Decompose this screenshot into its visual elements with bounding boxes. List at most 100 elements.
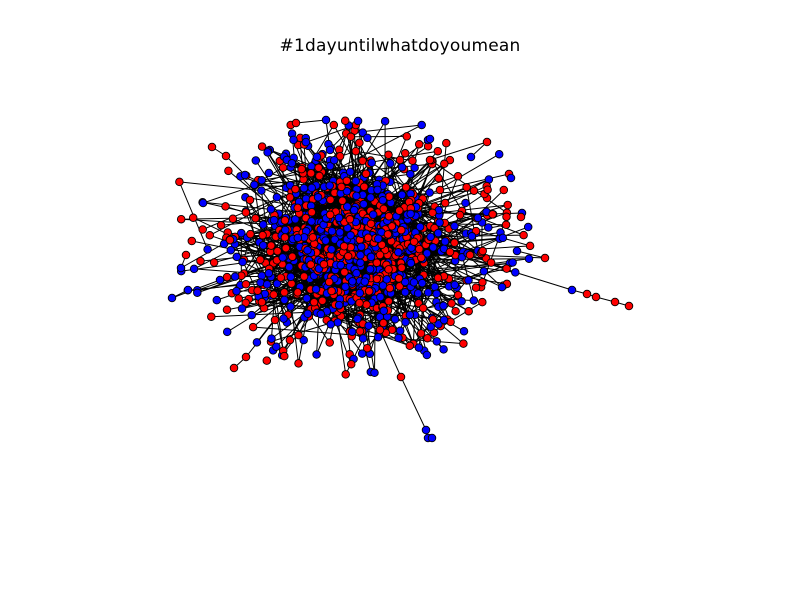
blue-node — [257, 186, 266, 195]
blue-node — [307, 183, 316, 193]
blue-node — [327, 245, 336, 254]
blue-node — [312, 350, 321, 359]
red-node — [181, 250, 191, 260]
blue-node — [269, 215, 279, 225]
red-node — [372, 258, 382, 267]
blue-node — [222, 327, 232, 337]
red-node — [372, 274, 382, 284]
blue-node — [238, 257, 247, 267]
blue-node — [289, 135, 298, 145]
blue-node — [434, 319, 443, 329]
blue-node — [272, 342, 281, 351]
blue-node — [379, 306, 389, 316]
blue-node — [321, 236, 330, 245]
red-node — [459, 339, 468, 348]
blue-node — [311, 284, 321, 294]
blue-node — [329, 155, 339, 165]
blue-node — [457, 297, 466, 306]
blue-node — [262, 280, 272, 289]
red-node — [207, 142, 217, 152]
blue-node — [258, 220, 268, 229]
blue-node — [183, 285, 193, 295]
blue-node — [167, 293, 177, 303]
red-node — [346, 132, 356, 142]
blue-node — [351, 176, 360, 186]
red-node — [343, 252, 353, 261]
node-layer — [167, 115, 634, 443]
blue-node — [349, 205, 359, 215]
red-node — [385, 283, 395, 293]
blue-node — [343, 202, 352, 211]
red-node — [416, 329, 426, 338]
blue-node — [346, 231, 355, 240]
blue-node — [316, 309, 326, 319]
red-node — [478, 277, 487, 287]
red-node — [453, 171, 463, 181]
red-node — [251, 214, 260, 223]
red-node — [455, 210, 465, 220]
red-node — [340, 116, 350, 125]
red-node — [294, 359, 303, 368]
red-node — [273, 246, 282, 256]
blue-node — [176, 263, 186, 273]
blue-node — [286, 272, 296, 282]
blue-node — [226, 245, 236, 255]
blue-node — [342, 187, 352, 196]
blue-node — [325, 145, 335, 155]
red-node — [221, 151, 231, 161]
blue-node — [511, 268, 520, 277]
blue-node — [417, 278, 427, 288]
red-node — [355, 298, 364, 308]
red-node — [306, 260, 316, 269]
red-node — [315, 171, 324, 181]
blue-node — [427, 433, 437, 443]
blue-node — [479, 267, 489, 276]
blue-node — [334, 300, 344, 310]
red-node — [319, 260, 329, 269]
red-node — [451, 306, 460, 316]
red-node — [362, 343, 372, 353]
red-node — [335, 151, 345, 161]
red-node — [280, 216, 290, 225]
red-node — [257, 297, 267, 307]
blue-node — [430, 282, 440, 292]
red-node — [285, 193, 295, 202]
red-node — [207, 312, 216, 321]
red-node — [465, 250, 475, 260]
blue-node — [353, 116, 363, 126]
blue-node — [336, 260, 345, 270]
blue-node — [257, 271, 267, 280]
blue-node — [264, 268, 274, 278]
edge — [400, 376, 427, 431]
blue-node — [426, 322, 435, 332]
red-node — [309, 297, 319, 307]
red-node — [325, 338, 334, 347]
blue-node — [414, 343, 424, 352]
blue-node — [440, 237, 450, 246]
edge — [261, 150, 438, 181]
blue-node — [301, 137, 311, 147]
red-node — [241, 280, 251, 289]
blue-node — [439, 345, 448, 354]
red-node — [293, 203, 302, 213]
red-node — [224, 166, 233, 176]
red-node — [234, 294, 243, 303]
blue-node — [469, 296, 479, 305]
red-node — [338, 196, 347, 205]
red-node — [342, 176, 352, 186]
red-node — [258, 230, 267, 240]
red-node — [471, 283, 481, 292]
edge — [179, 181, 262, 192]
red-node — [364, 287, 374, 296]
blue-node — [397, 162, 407, 172]
blue-node — [345, 167, 355, 176]
blue-node — [198, 198, 208, 208]
blue-node — [280, 295, 289, 305]
edge — [245, 319, 276, 358]
red-node — [450, 238, 459, 247]
red-node — [280, 288, 289, 297]
edge — [516, 250, 546, 259]
blue-node — [348, 277, 357, 286]
red-node — [499, 185, 509, 195]
blue-node — [523, 222, 533, 232]
